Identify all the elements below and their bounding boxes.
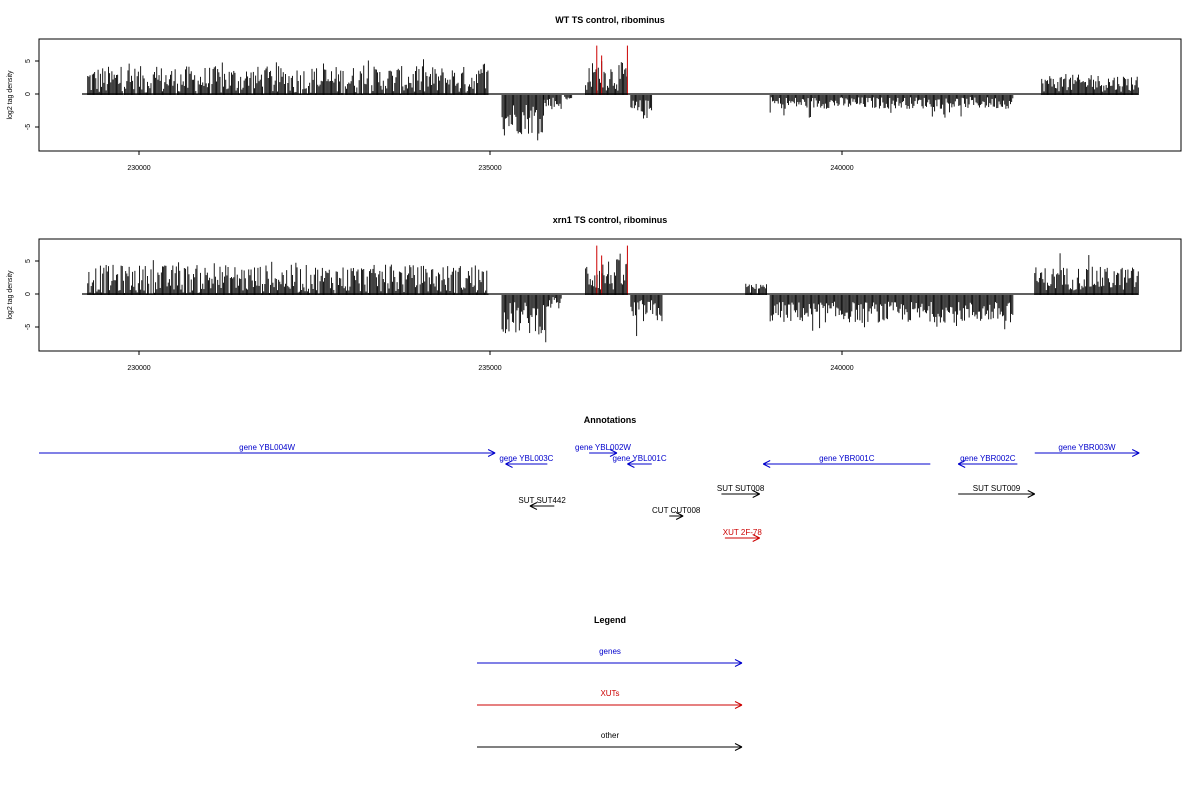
annotation-label: SUT SUT008 — [717, 484, 765, 493]
annotation-label: gene YBR001C — [819, 454, 875, 463]
annotation-arrow: XUT 2F-78 — [723, 528, 763, 542]
panel-xrn1-highlight-bars — [596, 245, 628, 295]
annotation-arrow: gene YBL003C — [499, 454, 554, 468]
annotation-label: XUT 2F-78 — [723, 528, 763, 537]
panel-wt-frame — [38, 38, 1182, 152]
panel-wt-highlight-bars — [596, 45, 628, 95]
annotation-label: gene YBR003W — [1058, 443, 1116, 452]
annotation-arrow: gene YBL004W — [39, 443, 496, 457]
annotation-label: gene YBL003C — [499, 454, 553, 463]
annotation-label: gene YBL002W — [575, 443, 631, 452]
panel-xrn1-xtick-230000: 230000 — [127, 365, 150, 372]
panel-wt-bars — [87, 59, 1139, 141]
panel-wt-ylabel: log2 tag density — [7, 70, 14, 120]
panel-xrn1-frame — [38, 238, 1182, 352]
annotation-label: CUT CUT008 — [652, 506, 701, 515]
panel-xrn1-ylabel: log2 tag density — [7, 270, 14, 320]
panel-xrn1-x-axis: 230000 235000 240000 — [127, 351, 854, 372]
annotation-arrow: SUT SUT009 — [958, 484, 1035, 498]
panel-wt: WT TS control, ribominus log2 tag densit… — [7, 15, 1182, 172]
panel-xrn1-xtick-240000: 240000 — [830, 365, 853, 372]
panel-xrn1: xrn1 TS control, ribominus log2 tag dens… — [7, 215, 1182, 372]
annotation-arrow: CUT CUT008 — [652, 506, 701, 520]
panel-wt-title: WT TS control, ribominus — [555, 15, 665, 25]
annotation-arrow: gene YBL001C — [613, 454, 667, 468]
annotation-arrow: SUT SUT442 — [518, 496, 566, 510]
annotation-arrows: gene YBL004W gene YBL003C gene YBL002W gene… — [39, 443, 1140, 542]
annotation-arrow: gene YBR003W — [1034, 443, 1140, 457]
panel-wt-xtick-230000: 230000 — [127, 165, 150, 172]
annotations-title: Annotations — [584, 415, 637, 425]
panel-xrn1-ytick-5: 5 — [25, 259, 32, 263]
panel-xrn1-y-axis: 5 0 -5 — [25, 259, 39, 330]
panel-wt-ytick-0: 0 — [25, 92, 32, 96]
annotation-arrow: gene YBR002C — [957, 454, 1018, 468]
panel-wt-x-axis: 230000 235000 240000 — [127, 151, 854, 172]
panel-wt-xtick-240000: 240000 — [830, 165, 853, 172]
annotation-label: gene YBR002C — [960, 454, 1016, 463]
panel-wt-ytick-5: 5 — [25, 59, 32, 63]
legend-item: genes — [477, 647, 743, 667]
panel-xrn1-xtick-235000: 235000 — [478, 365, 501, 372]
annotation-label: SUT SUT009 — [973, 484, 1021, 493]
legend-label: XUTs — [600, 689, 619, 698]
annotation-label: gene YBL004W — [239, 443, 295, 452]
annotation-label: SUT SUT442 — [518, 496, 566, 505]
legend-label: genes — [599, 647, 621, 656]
legend-title: Legend — [594, 615, 626, 625]
panel-wt-ytick-neg5: -5 — [25, 124, 32, 130]
legend: Legend genes XUTs other — [477, 615, 743, 751]
annotation-label: gene YBL001C — [613, 454, 667, 463]
panel-xrn1-ytick-neg5: -5 — [25, 324, 32, 330]
annotation-arrow: gene YBR001C — [762, 454, 931, 468]
panel-xrn1-bars — [87, 253, 1139, 343]
legend-item: other — [477, 731, 743, 751]
panel-wt-y-axis: 5 0 -5 — [25, 59, 39, 130]
panel-xrn1-title: xrn1 TS control, ribominus — [553, 215, 668, 225]
annotation-arrow: gene YBL002W — [575, 443, 631, 457]
legend-items: genes XUTs other — [477, 647, 743, 751]
legend-item: XUTs — [477, 689, 743, 709]
panel-wt-xtick-235000: 235000 — [478, 165, 501, 172]
legend-label: other — [601, 731, 620, 740]
panel-xrn1-ytick-0: 0 — [25, 292, 32, 296]
annotation-arrow: SUT SUT008 — [717, 484, 765, 498]
